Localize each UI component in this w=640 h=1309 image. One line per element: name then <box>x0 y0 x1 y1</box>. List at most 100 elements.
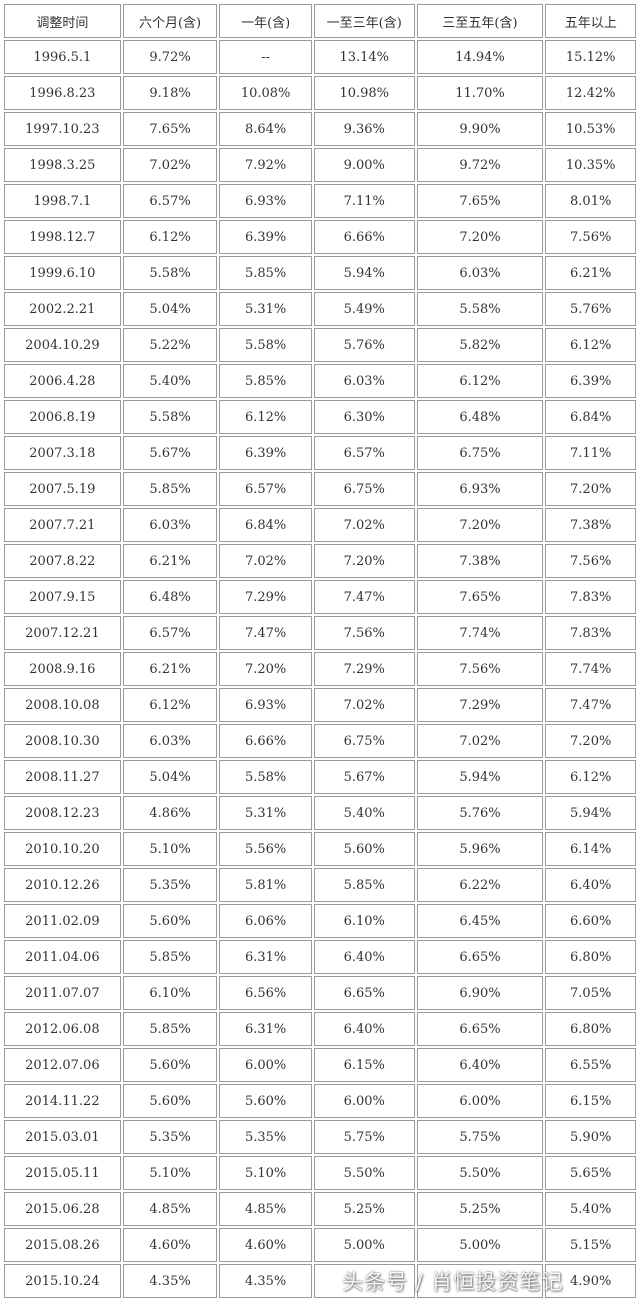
table-row: 2012.07.06 5.60% 6.00% 6.15% 6.40% 6.55% <box>4 1048 636 1082</box>
rate-cell: 7.11% <box>313 184 415 218</box>
adjustment-date-cell: 2008.11.27 <box>4 760 121 794</box>
rate-cell: 6.12% <box>122 220 218 254</box>
adjustment-date-cell: 2015.08.26 <box>4 1228 121 1262</box>
rate-cell: 6.57% <box>122 184 218 218</box>
rate-cell: 6.65% <box>313 976 415 1010</box>
rate-cell: 7.74% <box>545 652 636 686</box>
rate-cell: 7.02% <box>219 544 312 578</box>
rate-cell: 6.45% <box>416 904 544 938</box>
rate-cell: 7.38% <box>545 508 636 542</box>
adjustment-date-cell: 1997.10.23 <box>4 112 121 146</box>
rate-cell: 5.35% <box>122 868 218 902</box>
adjustment-date-cell: 1998.3.25 <box>4 148 121 182</box>
rate-cell: 10.98% <box>313 76 415 110</box>
rate-cell: 7.05% <box>545 976 636 1010</box>
rate-cell: 6.40% <box>416 1048 544 1082</box>
rate-cell: 7.20% <box>545 472 636 506</box>
rate-cell: 6.15% <box>313 1048 415 1082</box>
rate-cell: 6.10% <box>313 904 415 938</box>
rate-cell: 6.84% <box>545 400 636 434</box>
table-row: 1998.12.7 6.12% 6.39% 6.66% 7.20% 7.56% <box>4 220 636 254</box>
rate-cell: 5.58% <box>122 256 218 290</box>
adjustment-date-cell: 2011.04.06 <box>4 940 121 974</box>
rate-cell: 6.84% <box>219 508 312 542</box>
table-row: 2015.03.01 5.35% 5.35% 5.75% 5.75% 5.90% <box>4 1120 636 1154</box>
rate-cell: 6.66% <box>219 724 312 758</box>
rate-cell: 5.50% <box>416 1156 544 1190</box>
table-row: 1998.3.25 7.02% 7.92% 9.00% 9.72% 10.35% <box>4 148 636 182</box>
rate-cell: 5.31% <box>219 796 312 830</box>
rate-cell: 5.10% <box>122 1156 218 1190</box>
rate-cell: 7.92% <box>219 148 312 182</box>
rate-cell: 4.86% <box>122 796 218 830</box>
rate-cell: 7.83% <box>545 616 636 650</box>
rate-cell: 5.35% <box>219 1120 312 1154</box>
rate-cell: 5.60% <box>122 1084 218 1118</box>
adjustment-date-cell: 2008.10.30 <box>4 724 121 758</box>
rate-cell: 9.36% <box>313 112 415 146</box>
rate-cell: 6.03% <box>122 724 218 758</box>
rate-cell: 6.12% <box>545 760 636 794</box>
rate-cell: 5.49% <box>313 292 415 326</box>
table-row: 2015.06.28 4.85% 4.85% 5.25% 5.25% 5.40% <box>4 1192 636 1226</box>
rate-cell: 14.94% <box>416 40 544 74</box>
column-header: 一至三年(含) <box>313 4 415 38</box>
adjustment-date-cell: 1996.5.1 <box>4 40 121 74</box>
adjustment-date-cell: 2007.7.21 <box>4 508 121 542</box>
rate-cell: 6.80% <box>545 940 636 974</box>
rate-cell: 6.93% <box>219 688 312 722</box>
adjustment-date-cell: 1998.7.1 <box>4 184 121 218</box>
rate-cell: 6.03% <box>313 364 415 398</box>
rate-cell: 7.38% <box>416 544 544 578</box>
rate-cell: 6.93% <box>219 184 312 218</box>
rate-cell: 5.85% <box>313 868 415 902</box>
rate-cell: 7.56% <box>416 652 544 686</box>
rate-cell: 9.00% <box>313 148 415 182</box>
rate-cell: 6.39% <box>545 364 636 398</box>
rate-cell: 6.75% <box>313 472 415 506</box>
adjustment-date-cell: 2015.03.01 <box>4 1120 121 1154</box>
rate-cell: 7.02% <box>122 148 218 182</box>
rate-cell: 6.21% <box>122 544 218 578</box>
rate-cell: 6.15% <box>545 1084 636 1118</box>
column-header: 六个月(含) <box>122 4 218 38</box>
rate-cell: 6.40% <box>313 1012 415 1046</box>
rate-cell: 5.04% <box>122 760 218 794</box>
rate-cell: 6.10% <box>122 976 218 1010</box>
rate-cell: 5.67% <box>313 760 415 794</box>
adjustment-date-cell: 2012.07.06 <box>4 1048 121 1082</box>
adjustment-date-cell: 2010.10.20 <box>4 832 121 866</box>
table-row: 1999.6.10 5.58% 5.85% 5.94% 6.03% 6.21% <box>4 256 636 290</box>
rate-cell: 6.00% <box>313 1084 415 1118</box>
rate-cell: 6.65% <box>416 1012 544 1046</box>
adjustment-date-cell: 2007.5.19 <box>4 472 121 506</box>
rate-cell: 10.08% <box>219 76 312 110</box>
rate-cell: 5.85% <box>122 940 218 974</box>
rate-cell: 5.15% <box>545 1228 636 1262</box>
rate-cell: 5.25% <box>313 1192 415 1226</box>
rate-cell: 10.35% <box>545 148 636 182</box>
rate-cell: 6.00% <box>416 1084 544 1118</box>
adjustment-date-cell: 1996.8.23 <box>4 76 121 110</box>
rate-cell: 4.35% <box>219 1264 312 1298</box>
rate-cell: 13.14% <box>313 40 415 74</box>
table-row: 2010.12.26 5.35% 5.81% 5.85% 6.22% 6.40% <box>4 868 636 902</box>
table-row: 2008.10.08 6.12% 6.93% 7.02% 7.29% 7.47% <box>4 688 636 722</box>
adjustment-date-cell: 1999.6.10 <box>4 256 121 290</box>
rate-cell: 7.47% <box>313 580 415 614</box>
rate-cell: 5.00% <box>416 1228 544 1262</box>
rate-cell: 6.55% <box>545 1048 636 1082</box>
table-row: 2012.06.08 5.85% 6.31% 6.40% 6.65% 6.80% <box>4 1012 636 1046</box>
rate-cell <box>313 1264 415 1298</box>
adjustment-date-cell: 2015.10.24 <box>4 1264 121 1298</box>
rate-cell: 7.29% <box>416 688 544 722</box>
column-header: 三至五年(含) <box>416 4 544 38</box>
adjustment-date-cell: 2011.07.07 <box>4 976 121 1010</box>
rate-cell: 6.90% <box>416 976 544 1010</box>
rate-cell: 5.76% <box>313 328 415 362</box>
rate-cell: 7.65% <box>416 184 544 218</box>
rate-cell: 5.58% <box>416 292 544 326</box>
rate-cell: 7.74% <box>416 616 544 650</box>
adjustment-date-cell: 2008.9.16 <box>4 652 121 686</box>
